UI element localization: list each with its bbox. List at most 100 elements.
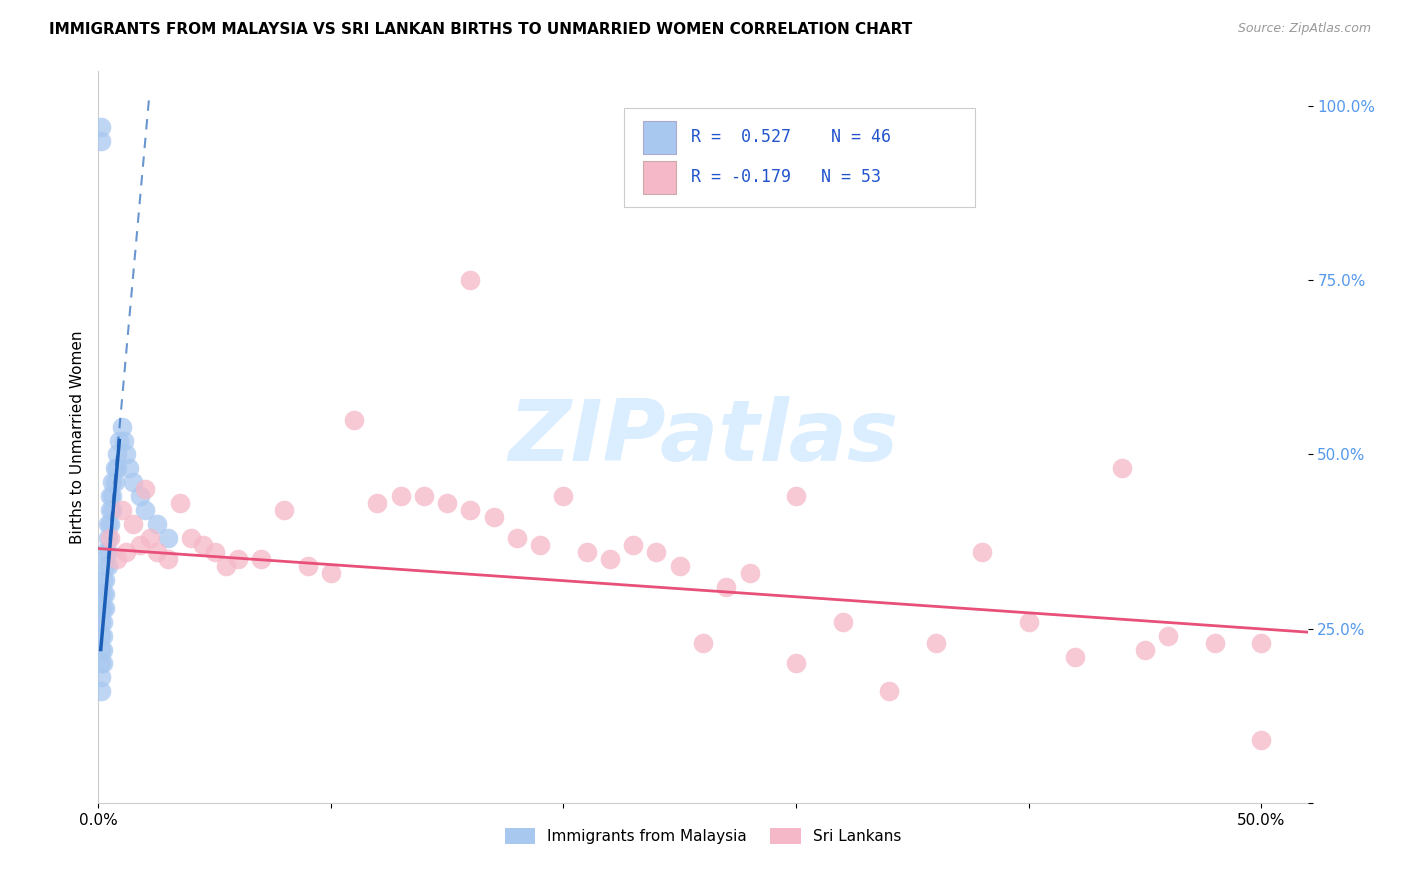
Point [105, 448, 128, 462]
Point [90, 629, 112, 643]
Point [91, 642, 114, 657]
Point [250, 552, 273, 566]
Point [90, 134, 112, 148]
Point [297, 558, 319, 573]
Point [138, 531, 160, 545]
Point [460, 503, 482, 517]
Point [169, 496, 191, 510]
Point [191, 538, 214, 552]
Point [94, 587, 117, 601]
Point [1018, 615, 1040, 629]
Point [91, 573, 114, 587]
Point [122, 517, 145, 532]
Text: ZIPatlas: ZIPatlas [508, 395, 898, 479]
Point [157, 552, 180, 566]
Point [104, 461, 127, 475]
Point [529, 538, 551, 552]
Point [90, 642, 112, 657]
Point [97, 517, 120, 532]
Text: IMMIGRANTS FROM MALAYSIA VS SRI LANKAN BIRTHS TO UNMARRIED WOMEN CORRELATION CHA: IMMIGRANTS FROM MALAYSIA VS SRI LANKAN B… [49, 22, 912, 37]
Text: Source: ZipAtlas.com: Source: ZipAtlas.com [1237, 22, 1371, 36]
Point [226, 552, 249, 566]
Point [1157, 629, 1180, 643]
Point [112, 434, 135, 448]
Point [877, 684, 900, 698]
Point [389, 489, 412, 503]
Point [129, 538, 152, 552]
Point [115, 545, 138, 559]
Point [91, 629, 114, 643]
Point [1250, 635, 1272, 649]
Point [101, 489, 124, 503]
Point [924, 635, 946, 649]
Point [94, 573, 117, 587]
Point [98, 489, 121, 503]
Point [91, 587, 114, 601]
Point [129, 489, 152, 503]
Point [97, 558, 120, 573]
Point [738, 566, 761, 580]
Point [692, 635, 714, 649]
Point [90, 587, 112, 601]
Point [111, 503, 134, 517]
Point [716, 580, 738, 594]
Point [645, 545, 668, 559]
Point [319, 566, 342, 580]
Point [1250, 733, 1272, 747]
Point [157, 531, 180, 545]
Point [785, 657, 807, 671]
Point [105, 461, 128, 475]
Point [436, 496, 458, 510]
Point [91, 600, 114, 615]
Point [111, 419, 134, 434]
Point [145, 517, 167, 532]
Point [134, 483, 156, 497]
Point [482, 510, 505, 524]
Point [273, 503, 295, 517]
Point [506, 531, 529, 545]
Text: R = -0.179   N = 53: R = -0.179 N = 53 [690, 169, 882, 186]
Point [599, 552, 621, 566]
FancyBboxPatch shape [624, 108, 976, 207]
Y-axis label: Births to Unmarried Women: Births to Unmarried Women [69, 330, 84, 544]
Point [97, 545, 120, 559]
Point [1204, 635, 1226, 649]
Point [1133, 642, 1156, 657]
Point [215, 558, 238, 573]
Point [180, 531, 202, 545]
Point [94, 558, 117, 573]
Point [91, 657, 114, 671]
Point [366, 496, 388, 510]
Point [134, 503, 156, 517]
Point [98, 503, 121, 517]
Point [204, 545, 226, 559]
Point [575, 545, 598, 559]
Point [553, 489, 575, 503]
Point [785, 489, 807, 503]
Point [115, 448, 138, 462]
Point [90, 615, 112, 629]
Point [413, 489, 436, 503]
Point [145, 545, 167, 559]
Point [460, 273, 482, 287]
Point [90, 600, 112, 615]
Point [94, 600, 117, 615]
Text: R =  0.527    N = 46: R = 0.527 N = 46 [690, 128, 891, 146]
Point [118, 461, 141, 475]
Point [101, 503, 124, 517]
Point [101, 475, 124, 490]
Point [1064, 649, 1087, 664]
Point [90, 684, 112, 698]
Point [97, 531, 120, 545]
Point [90, 120, 112, 134]
Point [94, 545, 117, 559]
Point [105, 552, 128, 566]
Point [104, 475, 127, 490]
Legend: Immigrants from Malaysia, Sri Lankans: Immigrants from Malaysia, Sri Lankans [499, 822, 907, 850]
Point [831, 615, 853, 629]
Point [343, 412, 366, 426]
Bar [643, 161, 676, 194]
Point [108, 434, 131, 448]
Bar [643, 120, 676, 153]
Point [90, 670, 112, 684]
